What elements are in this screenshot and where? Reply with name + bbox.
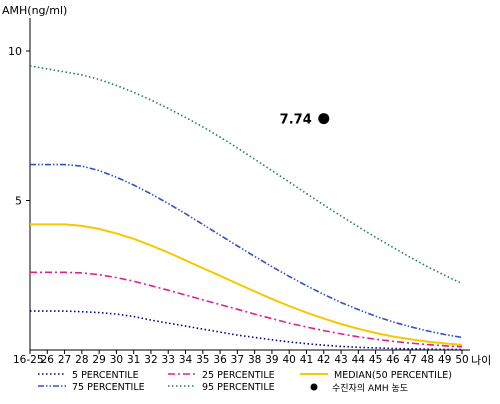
series-line [30,310,462,351]
x-tick-label: 41 [300,354,313,366]
legend-label: 5 PERCENTILE [72,370,139,381]
legend-label: MEDIAN(50 PERCENTILE) [334,370,452,381]
x-tick-label: 46 [386,354,400,366]
legend: 5 PERCENTILE 25 PERCENTILE MEDIAN(50 PERCE… [38,370,452,394]
marker-layer: 7.74 [280,113,330,128]
x-tick-label: 30 [110,354,123,366]
y-tick-label: 10 [8,45,22,58]
series-line [30,271,463,348]
y-tick-labels: 5 10 [8,45,22,208]
x-tick-label: 37 [231,354,244,366]
patient-amh-marker [318,113,330,125]
x-tick-label: 40 [283,354,296,366]
legend-marker-dot [310,383,318,391]
x-tick-label: 49 [438,354,451,366]
x-tick-label: 35 [196,354,209,366]
x-tick-label: 16-25 [13,354,44,366]
legend-marker-label: 수진자의 AMH 농도 [332,383,408,394]
y-axis-title: AMH(ng/ml) [2,4,67,17]
x-tick-label: 47 [403,354,416,366]
x-tick-label: 39 [265,354,278,366]
legend-label: 25 PERCENTILE [202,370,275,381]
x-tick-label: 31 [127,354,140,366]
x-tick-label: 50 [455,354,468,366]
x-tick-label: 38 [248,354,261,366]
x-tick-label: 42 [317,354,330,366]
series-line [30,223,463,346]
x-tick-label: 29 [92,354,105,366]
series-line [30,163,463,339]
y-tick-label: 5 [15,195,22,208]
x-tick-label: 33 [162,354,175,366]
x-tick-label: 28 [75,354,88,366]
series-lines [29,65,463,351]
x-tick-label: 27 [58,354,71,366]
x-axis-title: 나이 [471,354,491,367]
x-tick-label: 36 [213,354,227,366]
x-tick-label: 32 [144,354,157,366]
x-tick-label: 26 [41,354,55,366]
patient-amh-value-label: 7.74 [280,113,312,128]
x-tick-label: 44 [352,354,366,366]
axes [26,18,470,354]
legend-label: 95 PERCENTILE [202,382,275,393]
x-tick-label: 48 [421,354,434,366]
legend-label: 75 PERCENTILE [72,382,145,393]
x-tick-label: 45 [369,354,382,366]
x-tick-label: 34 [179,354,193,366]
x-tick-label: 43 [334,354,347,366]
